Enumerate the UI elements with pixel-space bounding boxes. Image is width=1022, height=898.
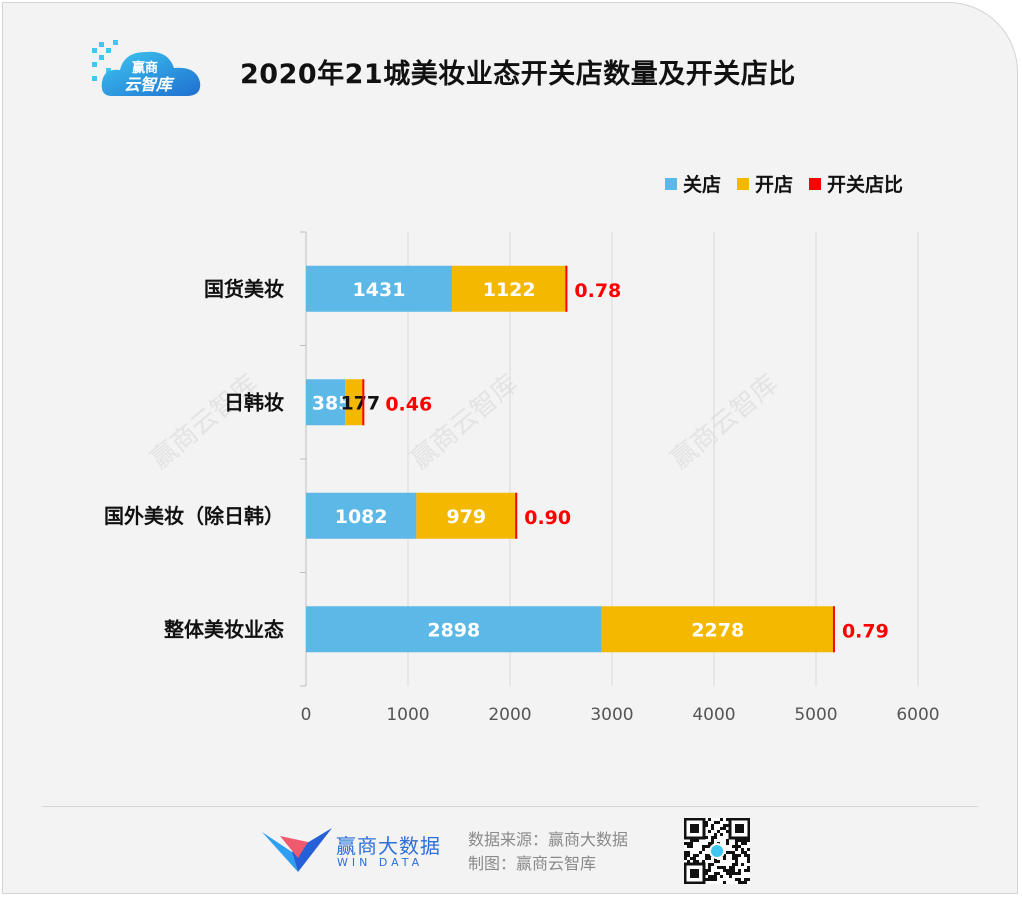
data-label-open-3: 2278 [691,619,744,641]
category-label-1: 日韩妆 [224,390,284,414]
data-label-close-2: 1082 [335,506,388,528]
legend-item-open: 开店 [737,170,793,197]
logo-bottom-text: 云智库 [124,75,175,94]
legend-item-close: 关店 [665,170,721,197]
legend-item-ratio: 开关店比 [809,170,903,197]
x-tick-1000: 1000 [386,705,429,725]
category-label-0: 国货美妆 [204,277,284,301]
legend-swatch-ratio [809,177,822,190]
legend-swatch-close [665,177,677,190]
made-by-line: 制图：赢商云智库 [468,854,597,873]
data-label-close-1: 385 [312,392,352,414]
data-label-open-0: 1122 [483,279,536,301]
ratio-label-0: 0.78 [574,280,621,302]
watermark-0: 赢商云智库 [145,369,264,476]
legend-swatch-open [737,177,750,190]
x-tick-5000: 5000 [794,705,837,725]
source-block: 数据来源：赢商大数据 制图：赢商云智库 [468,828,628,876]
brand-sub: WIN DATA [337,856,424,869]
legend-label-open: 开店 [755,174,794,196]
bar-open-2 [416,492,517,539]
qr-code-icon [683,817,751,885]
data-label-close-0: 1431 [353,279,406,301]
cloud-logo: 赢商 云智库 [88,38,208,104]
windata-logo-icon [262,828,332,872]
bar-open-1 [345,379,364,426]
x-tick-6000: 6000 [896,705,939,725]
bar-close-3 [306,606,602,653]
source-line: 数据来源：赢商大数据 [468,830,629,849]
bar-close-1 [306,379,346,426]
x-tick-4000: 4000 [692,705,735,725]
ratio-label-3: 0.79 [842,620,889,642]
chart-title: 2020年21城美妆业态开关店数量及开关店比 [240,59,796,90]
bar-open-0 [451,265,567,312]
data-label-open-2: 979 [446,506,486,528]
footer-divider [42,806,978,807]
data-label-open-1: 177 [340,392,380,414]
bar-close-2 [306,492,417,539]
logo-top-text: 赢商 [132,60,158,76]
legend-label-close: 关店 [683,174,722,196]
legend-label-ratio: 开关店比 [827,174,904,196]
x-tick-2000: 2000 [488,705,531,725]
brand-name: 赢商大数据 [336,834,441,858]
legend: 关店 开店 开关店比 [665,170,903,197]
ratio-label-2: 0.90 [524,507,571,529]
x-tick-0: 0 [301,705,312,725]
watermark-1: 赢商云智库 [405,369,524,476]
data-label-close-3: 2898 [427,619,480,641]
watermark-2: 赢商云智库 [665,369,784,476]
ratio-label-1: 0.46 [385,393,432,415]
bar-open-3 [601,606,834,653]
category-label-3: 整体美妆业态 [163,617,284,641]
bar-close-0 [306,265,452,312]
x-tick-3000: 3000 [590,705,633,725]
category-label-2: 国外美妆（除日韩） [104,504,284,528]
